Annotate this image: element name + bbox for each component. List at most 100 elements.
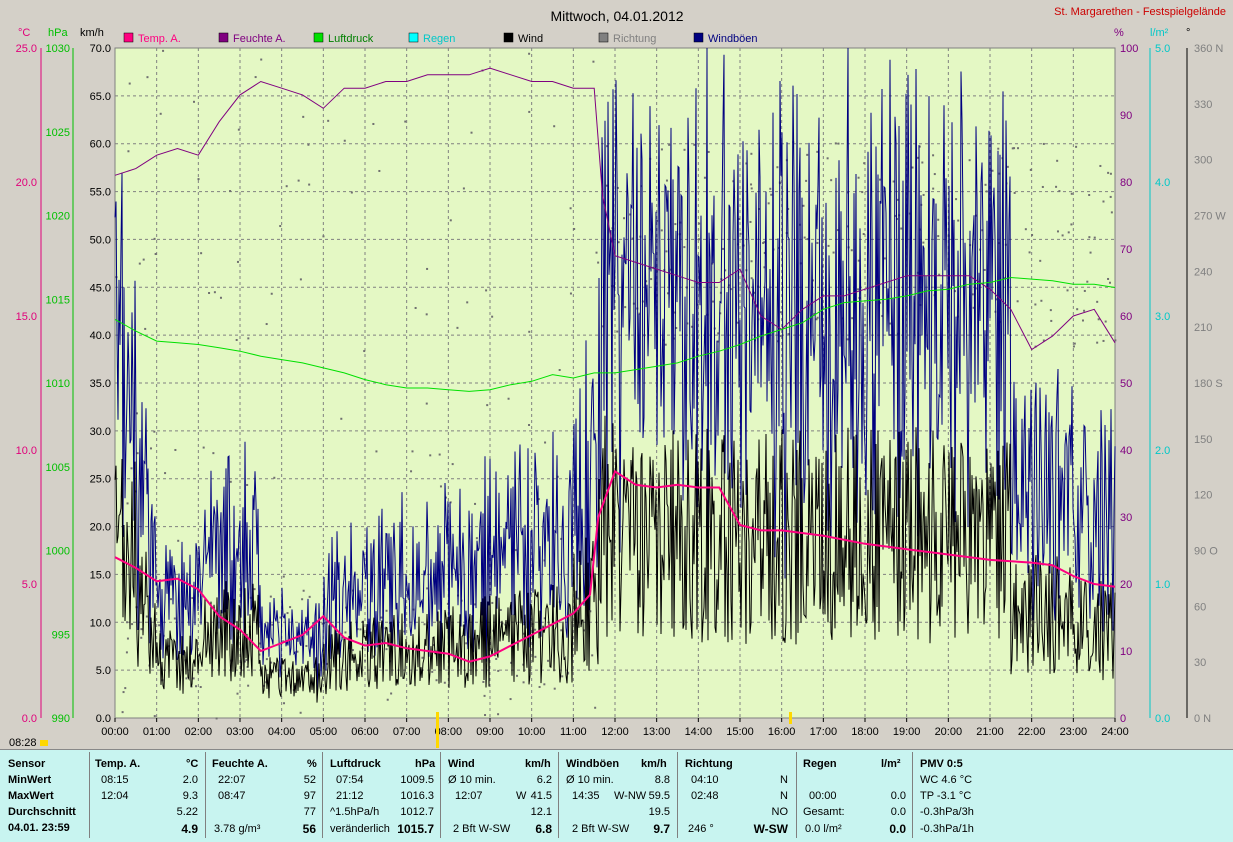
- direction-dot: [271, 623, 274, 626]
- direction-dot: [736, 321, 739, 324]
- direction-dot: [806, 238, 809, 241]
- direction-dot: [491, 601, 494, 604]
- direction-dot: [922, 241, 925, 244]
- direction-dot: [510, 661, 513, 664]
- direction-dot: [954, 290, 957, 293]
- direction-dot: [491, 315, 494, 318]
- direction-dot: [669, 268, 672, 271]
- direction-dot: [569, 292, 572, 295]
- direction-dot: [745, 162, 748, 165]
- direction-dot: [470, 131, 473, 134]
- direction-dot: [236, 632, 239, 635]
- direction-dot: [153, 237, 156, 240]
- gust-max: 59.5: [648, 790, 670, 802]
- direction-dot: [351, 589, 354, 592]
- pressure-axis-tick: 1020: [46, 211, 70, 223]
- direction-axis-tick: 240: [1194, 266, 1212, 278]
- direction-dot: [423, 623, 426, 626]
- direction-dot: [739, 232, 742, 235]
- x-tick-label: 00:00: [101, 726, 129, 738]
- direction-dot: [403, 630, 406, 633]
- direction-dot: [892, 180, 895, 183]
- direction-dot: [1042, 339, 1045, 342]
- direction-dot: [215, 717, 218, 720]
- wind-axis-tick: 70.0: [90, 43, 111, 55]
- dir-avg: NO: [771, 806, 789, 818]
- direction-dot: [200, 252, 203, 255]
- direction-dot: [836, 229, 839, 232]
- direction-dot: [779, 335, 782, 338]
- direction-dot: [889, 322, 892, 325]
- direction-dot: [697, 238, 700, 241]
- direction-dot: [195, 685, 198, 688]
- pmv-tp: TP -3.1 °C: [920, 790, 972, 802]
- direction-dot: [984, 183, 987, 186]
- direction-dot: [690, 325, 693, 328]
- direction-dot: [449, 501, 452, 504]
- direction-dot: [462, 187, 465, 190]
- direction-dot: [127, 150, 130, 153]
- direction-dot: [509, 698, 512, 701]
- direction-dot: [983, 268, 986, 271]
- direction-dot: [656, 219, 659, 222]
- x-tick-label: 10:00: [518, 726, 546, 738]
- direction-dot: [556, 475, 559, 478]
- direction-dot: [507, 397, 510, 400]
- direction-dot: [212, 452, 215, 455]
- humidity-axis-tick: 40: [1120, 445, 1132, 457]
- direction-dot: [529, 592, 532, 595]
- direction-dot: [135, 412, 138, 415]
- direction-dot: [153, 715, 156, 718]
- direction-dot: [269, 595, 272, 598]
- direction-dot: [538, 685, 541, 688]
- direction-dot: [497, 713, 500, 716]
- dir-title: Richtung: [685, 758, 733, 770]
- direction-dot: [918, 228, 921, 231]
- direction-dot: [299, 278, 302, 281]
- direction-dot: [750, 277, 753, 280]
- direction-dot: [1093, 236, 1096, 239]
- direction-dot: [883, 257, 886, 260]
- direction-dot: [475, 537, 478, 540]
- direction-dot: [573, 227, 576, 230]
- hum-unit: %: [307, 758, 317, 770]
- direction-axis-tick: 90 O: [1194, 546, 1218, 558]
- direction-dot: [668, 143, 671, 146]
- direction-dot: [932, 154, 935, 157]
- direction-dot: [911, 166, 914, 169]
- direction-dot: [282, 640, 285, 643]
- temp-axis-tick: 20.0: [16, 177, 37, 189]
- series-feuchte-a-: [114, 67, 1116, 351]
- direction-dot: [247, 337, 250, 340]
- legend-label: Wind: [518, 33, 543, 45]
- rain-axis-tick: 5.0: [1155, 43, 1170, 55]
- legend-swatch: [598, 32, 609, 43]
- direction-dot: [933, 173, 936, 176]
- direction-unit-label: °: [1186, 27, 1190, 39]
- wind-avg: 12.1: [530, 806, 552, 818]
- direction-dot: [449, 219, 452, 222]
- direction-dot: [169, 598, 172, 601]
- direction-dot: [1028, 251, 1031, 254]
- gust-line: [114, 47, 1116, 693]
- direction-dot: [583, 629, 586, 632]
- direction-dot: [426, 267, 429, 270]
- gust-title: Windböen: [566, 758, 620, 770]
- direction-dot: [439, 485, 442, 488]
- direction-dot: [553, 125, 556, 128]
- direction-dot: [732, 180, 735, 183]
- direction-dot: [749, 220, 752, 223]
- direction-dot: [1083, 309, 1086, 312]
- direction-dot: [660, 148, 663, 151]
- direction-dot: [363, 659, 366, 662]
- gust-current: 9.7: [653, 822, 670, 836]
- rain-unit: l/m²: [881, 758, 901, 770]
- rain-today: 0.0 l/m²: [805, 823, 842, 835]
- direction-dot: [665, 179, 668, 182]
- direction-dot: [544, 441, 547, 444]
- direction-dot: [776, 166, 779, 169]
- temp-max-time: 12:04: [101, 790, 129, 802]
- direction-dot: [378, 169, 381, 172]
- direction-dot: [260, 58, 263, 61]
- direction-dot: [640, 185, 643, 188]
